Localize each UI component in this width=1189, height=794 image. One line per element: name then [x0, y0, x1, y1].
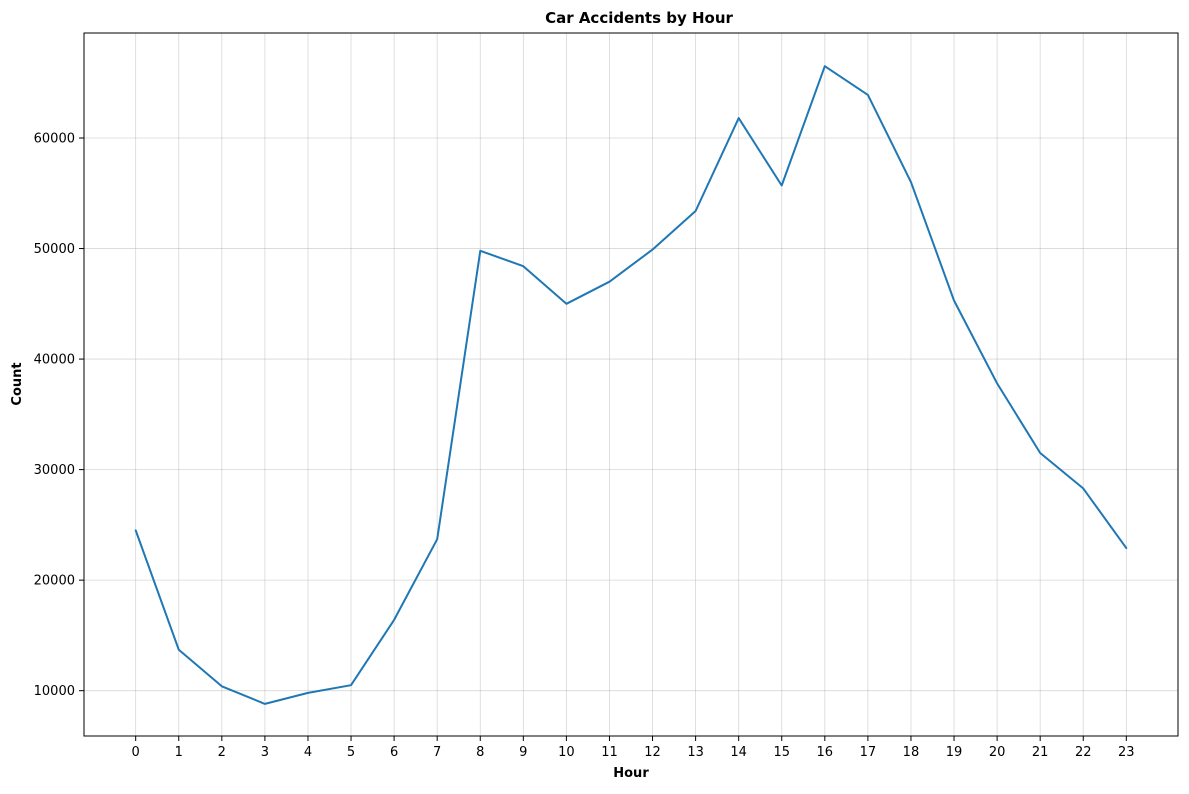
plot-area	[83, 32, 1179, 737]
x-tick-label: 13	[687, 745, 704, 760]
chart-title: Car Accidents by Hour	[545, 9, 733, 27]
x-tick-label: 15	[773, 745, 790, 760]
x-tick-label: 1	[175, 745, 183, 760]
x-tick-label: 23	[1118, 745, 1135, 760]
x-tick-label: 12	[644, 745, 661, 760]
y-tick-label: 30000	[34, 463, 75, 478]
y-tick-label: 20000	[34, 574, 75, 589]
x-tick-label: 2	[218, 745, 226, 760]
x-tick-label: 11	[601, 745, 618, 760]
x-tick-label: 17	[860, 745, 877, 760]
x-tick-label: 22	[1075, 745, 1092, 760]
x-tick-label: 10	[558, 745, 575, 760]
y-tick-label: 60000	[34, 132, 75, 147]
grid	[84, 33, 1178, 736]
axis-ticks: 0 1 2 3 4 5 6 7 8 9 10 11 12 13 14 15 16 17 18 19 20 21 22 2310…	[34, 132, 1135, 760]
x-tick-label: 14	[730, 745, 747, 760]
x-tick-label: 7	[433, 745, 441, 760]
x-tick-label: 8	[476, 745, 484, 760]
x-tick-label: 5	[347, 745, 355, 760]
x-tick-label: 4	[304, 745, 312, 760]
x-axis-title: Hour	[613, 766, 649, 781]
series-layer	[134, 65, 1128, 705]
y-axis-title: Count	[10, 362, 25, 405]
x-tick-label: 16	[817, 745, 834, 760]
x-tick-label: 18	[903, 745, 920, 760]
x-tick-label: 6	[390, 745, 398, 760]
x-tick-label: 0	[132, 745, 140, 760]
x-tick-label: 21	[1032, 745, 1049, 760]
y-tick-label: 50000	[34, 242, 75, 257]
series-line	[134, 65, 1128, 705]
x-tick-label: 19	[946, 745, 963, 760]
x-tick-label: 20	[989, 745, 1006, 760]
y-tick-label: 10000	[34, 684, 75, 699]
x-tick-label: 9	[519, 745, 527, 760]
y-tick-label: 40000	[34, 353, 75, 368]
x-tick-label: 3	[261, 745, 269, 760]
